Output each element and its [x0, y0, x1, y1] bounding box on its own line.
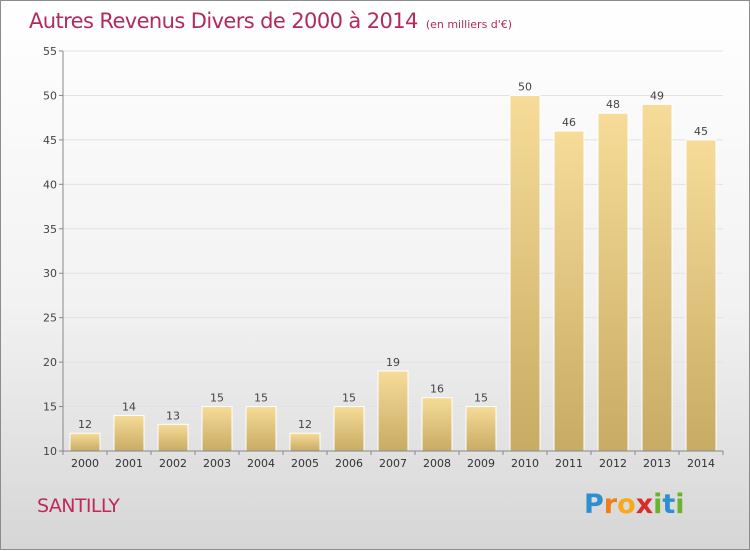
data-label-2005: 12: [298, 418, 312, 431]
logo-letter-6: i: [675, 489, 685, 520]
data-label-2004: 15: [254, 392, 268, 405]
y-tick-label-45: 45: [43, 134, 57, 147]
bar-2008: [421, 397, 453, 452]
logo-letter-4: i: [653, 489, 663, 520]
data-label-2014: 45: [694, 125, 708, 138]
x-tick-label-2004: 2004: [247, 457, 275, 470]
data-label-2010: 50: [518, 80, 532, 93]
x-tick-label-2008: 2008: [423, 457, 451, 470]
x-tick-label-2010: 2010: [511, 457, 539, 470]
chart-title: Autres Revenus Divers de 2000 à 2014 (en …: [29, 9, 513, 33]
chart-subtitle: (en milliers d'€): [425, 18, 513, 31]
bar-2000: [69, 432, 101, 452]
x-tick-label-2006: 2006: [335, 457, 363, 470]
bar-2005: [289, 432, 321, 452]
axes-group: 10 15 20 25 30 35 40 45 50 55 2000 2001 2002 2003 2004…: [43, 45, 724, 470]
x-tick-label-2011: 2011: [555, 457, 583, 470]
logo-letter-1: r: [603, 489, 618, 520]
bar-2006: [333, 406, 365, 452]
x-tick-label-2013: 2013: [643, 457, 671, 470]
data-labels-group: 12 14 13 15 15 12 15 19 16 15 50 46 48 49 45: [78, 80, 708, 431]
logo-letter-3: x: [635, 489, 654, 520]
bar-2014: [685, 139, 717, 452]
logo-letter-0: P: [584, 489, 604, 520]
bar-2009: [465, 406, 497, 452]
x-tick-label-2014: 2014: [687, 457, 715, 470]
y-tick-label-25: 25: [43, 312, 57, 325]
data-label-2008: 16: [430, 383, 444, 396]
place-name: SANTILLY: [37, 495, 120, 517]
data-label-2009: 15: [474, 392, 488, 405]
y-tick-label-15: 15: [43, 401, 57, 414]
data-label-2002: 13: [166, 409, 180, 422]
data-label-2012: 48: [606, 98, 620, 111]
bar-2004: [245, 406, 277, 452]
data-label-2006: 15: [342, 392, 356, 405]
bar-2003: [201, 406, 233, 452]
x-tick-label-2012: 2012: [599, 457, 627, 470]
data-label-2011: 46: [562, 116, 576, 129]
x-tick-label-2001: 2001: [115, 457, 143, 470]
bar-2001: [113, 414, 145, 452]
x-tick-label-2005: 2005: [291, 457, 319, 470]
y-tick-label-40: 40: [43, 178, 57, 191]
data-label-2000: 12: [78, 418, 92, 431]
bar-2013: [641, 103, 673, 452]
y-tick-label-50: 50: [43, 89, 57, 102]
x-tick-label-2007: 2007: [379, 457, 407, 470]
bar-2002: [157, 423, 189, 452]
y-tick-label-35: 35: [43, 223, 57, 236]
y-tick-label-10: 10: [43, 445, 57, 458]
y-tick-label-55: 55: [43, 45, 57, 58]
bar-2011: [553, 130, 585, 452]
bar-2012: [597, 112, 629, 452]
y-tick-label-30: 30: [43, 267, 57, 280]
x-tick-label-2002: 2002: [159, 457, 187, 470]
data-label-2007: 19: [386, 356, 400, 369]
data-label-2001: 14: [122, 400, 136, 413]
data-label-2003: 15: [210, 392, 224, 405]
proxiti-logo: Proxiti: [584, 489, 685, 520]
y-tick-label-20: 20: [43, 356, 57, 369]
bars-group: [69, 94, 717, 452]
data-label-2013: 49: [650, 89, 664, 102]
logo-letter-2: o: [617, 489, 636, 520]
bar-2007: [377, 370, 409, 452]
x-tick-label-2000: 2000: [71, 457, 99, 470]
bar-2010: [509, 94, 541, 452]
x-tick-label-2003: 2003: [203, 457, 231, 470]
x-tick-label-2009: 2009: [467, 457, 495, 470]
logo-letter-5: t: [662, 489, 676, 520]
